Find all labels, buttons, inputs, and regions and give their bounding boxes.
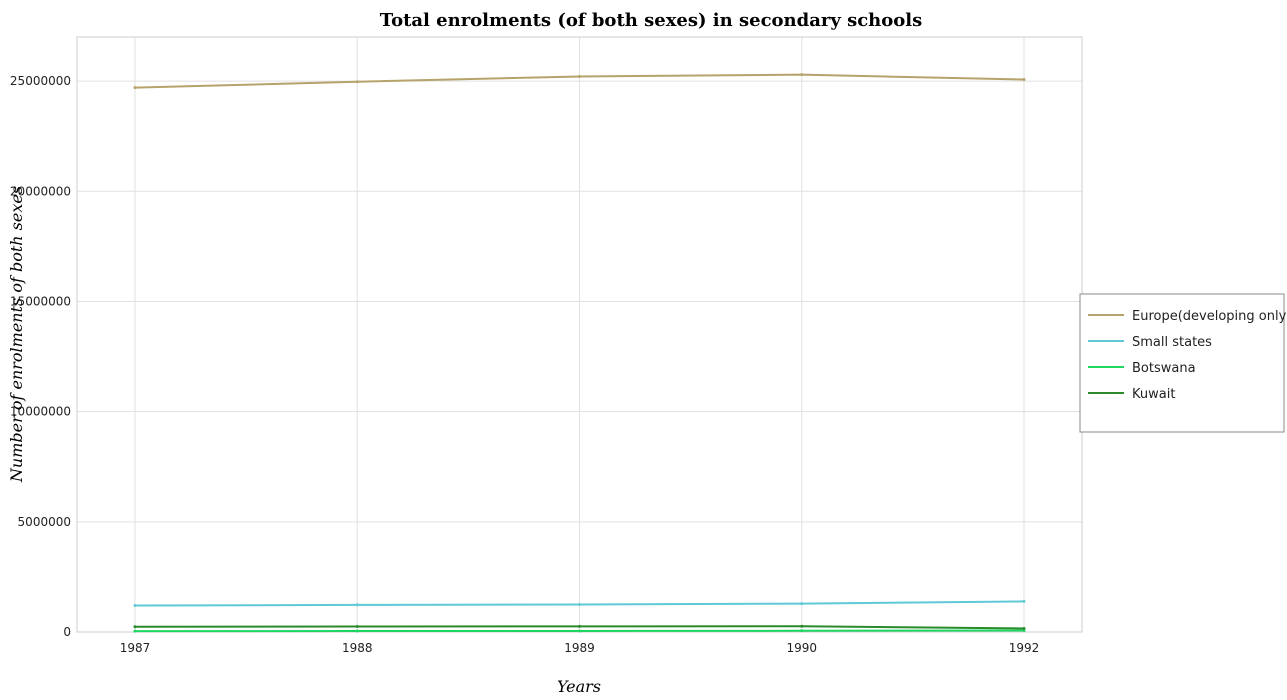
data-point: [578, 603, 581, 606]
data-point: [356, 80, 359, 83]
data-point: [356, 603, 359, 606]
data-point: [578, 629, 581, 632]
x-axis-label: Years: [557, 677, 601, 696]
x-tick-label: 1992: [1009, 641, 1040, 655]
data-point: [1023, 600, 1026, 603]
data-point: [800, 73, 803, 76]
data-point: [134, 604, 137, 607]
y-tick-label: 25000000: [10, 74, 71, 88]
y-axis-label: Number of enrolments of both sexes: [7, 186, 26, 483]
y-tick-label: 0: [63, 625, 71, 639]
data-point: [134, 625, 137, 628]
legend-label: Botswana: [1132, 361, 1196, 376]
x-tick-label: 1990: [786, 641, 817, 655]
data-point: [578, 625, 581, 628]
legend-label: Europe(developing only): [1132, 309, 1287, 324]
data-point: [800, 629, 803, 632]
data-point: [356, 625, 359, 628]
data-point: [800, 602, 803, 605]
data-point: [356, 630, 359, 633]
data-point: [1023, 78, 1026, 81]
data-point: [134, 86, 137, 89]
data-point: [800, 625, 803, 628]
legend-label: Small states: [1132, 335, 1212, 350]
data-point: [134, 630, 137, 633]
data-point: [578, 75, 581, 78]
chart-title: Total enrolments (of both sexes) in seco…: [380, 10, 923, 31]
x-tick-label: 1987: [120, 641, 151, 655]
data-point: [1023, 627, 1026, 630]
x-axis-ticks: 1987 1988 1989 1990 1992: [120, 641, 1040, 655]
x-tick-label: 1988: [342, 641, 373, 655]
grid: [77, 37, 1082, 632]
y-tick-label: 5000000: [18, 515, 71, 529]
x-tick-label: 1989: [564, 641, 595, 655]
legend: Europe(developing only) Small states Botsw…: [1080, 294, 1287, 432]
legend-label: Kuwait: [1132, 387, 1175, 402]
